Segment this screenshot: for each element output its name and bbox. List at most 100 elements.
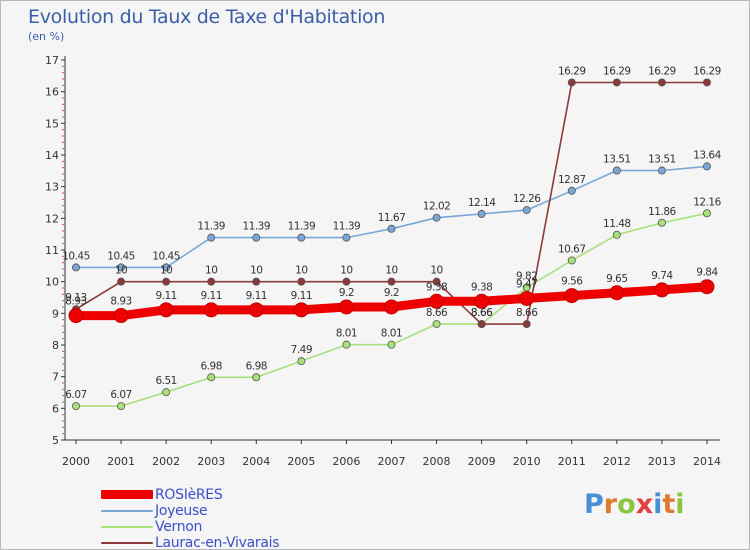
data-label: 9.38 xyxy=(471,281,492,293)
data-label: 9.11 xyxy=(155,290,176,302)
y-minor-tick xyxy=(62,255,64,257)
data-label: 11.67 xyxy=(378,212,406,224)
x-tick-label: 2009 xyxy=(468,455,496,468)
data-label: 7.49 xyxy=(291,344,312,356)
y-tick-label: 6 xyxy=(52,402,59,415)
legend-swatch-vernon xyxy=(101,526,153,528)
y-minor-tick xyxy=(62,338,64,340)
y-minor-tick xyxy=(62,388,64,390)
x-tick-label: 2003 xyxy=(197,455,225,468)
data-point xyxy=(432,277,441,286)
y-tick-label: 17 xyxy=(45,54,59,67)
y-tick-label: 14 xyxy=(45,149,59,162)
data-label: 10 xyxy=(160,265,172,277)
data-point xyxy=(609,285,625,301)
data-point xyxy=(477,209,486,218)
data-label: 6.07 xyxy=(110,389,131,401)
data-point xyxy=(113,308,129,324)
data-label: 9.47 xyxy=(516,278,537,290)
y-minor-tick xyxy=(62,287,64,289)
y-minor-tick xyxy=(62,205,64,207)
data-point xyxy=(522,206,531,215)
y-minor-tick xyxy=(62,262,64,264)
data-label: 8.66 xyxy=(516,307,538,319)
y-minor-tick xyxy=(62,420,64,422)
x-tick-label: 2004 xyxy=(242,455,270,468)
y-minor-tick xyxy=(62,433,64,435)
x-tick-label: 2014 xyxy=(693,455,721,468)
data-point xyxy=(657,218,666,227)
x-tick-label: 2008 xyxy=(423,455,451,468)
data-point xyxy=(252,277,261,286)
data-label: 10 xyxy=(385,265,397,277)
y-minor-tick xyxy=(62,198,64,200)
y-minor-tick xyxy=(62,236,64,238)
y-tick-label: 13 xyxy=(45,181,59,194)
data-point xyxy=(519,290,535,306)
data-point xyxy=(657,166,666,175)
data-label: 9.11 xyxy=(201,290,222,302)
data-label: 8.01 xyxy=(336,328,357,340)
data-label: 9.82 xyxy=(516,270,537,282)
data-label: 9.74 xyxy=(651,270,673,282)
y-minor-tick xyxy=(62,382,64,384)
x-tick-label: 2002 xyxy=(152,455,180,468)
data-label: 12.87 xyxy=(558,174,586,186)
data-label: 11.39 xyxy=(288,221,316,233)
y-tick-label: 15 xyxy=(45,117,59,130)
y-minor-tick xyxy=(62,369,64,371)
data-label: 6.51 xyxy=(155,375,176,387)
data-label: 8.66 xyxy=(426,307,448,319)
axes: 5 6 7 8 9 10 11 12 13 14 15 16 17 2000 2001 2002 2003 200… xyxy=(45,54,721,468)
y-minor-tick xyxy=(62,129,64,131)
data-label: 11.39 xyxy=(333,221,361,233)
data-point xyxy=(252,373,261,382)
y-minor-tick xyxy=(62,357,64,359)
data-label: 9.11 xyxy=(291,290,312,302)
y-minor-tick xyxy=(62,160,64,162)
data-point xyxy=(612,230,621,239)
y-minor-tick xyxy=(62,173,64,175)
data-point xyxy=(162,263,171,272)
data-point xyxy=(117,402,126,411)
y-tick-label: 16 xyxy=(45,86,59,99)
data-label: 10.45 xyxy=(152,250,180,262)
y-minor-tick xyxy=(62,268,64,270)
data-point xyxy=(699,279,715,295)
data-label: 9.56 xyxy=(561,276,583,288)
data-label: 9.2 xyxy=(384,287,399,299)
data-point xyxy=(702,78,711,87)
x-tick-label: 2013 xyxy=(648,455,676,468)
y-minor-tick xyxy=(62,363,64,365)
data-label: 8.93 xyxy=(110,296,131,308)
x-tick-label: 2005 xyxy=(287,455,315,468)
data-point xyxy=(387,340,396,349)
legend-swatch-laurac xyxy=(101,542,153,544)
logo-letter: P xyxy=(584,489,604,520)
data-point xyxy=(72,402,81,411)
logo-letter: t xyxy=(662,489,676,520)
x-tick-label: 2001 xyxy=(107,455,135,468)
y-minor-tick xyxy=(62,84,64,86)
data-label: 13.51 xyxy=(603,154,631,166)
y-minor-tick xyxy=(62,401,64,403)
data-label: 10 xyxy=(205,265,217,277)
data-label: 13.64 xyxy=(693,149,721,161)
legend-label-joyeuse: Joyeuse xyxy=(155,503,208,519)
y-minor-tick xyxy=(62,414,64,416)
logo-letter: i xyxy=(653,489,663,520)
data-point xyxy=(477,320,486,329)
y-minor-tick xyxy=(62,224,64,226)
y-minor-tick xyxy=(62,72,64,74)
data-label: 13.51 xyxy=(648,154,676,166)
data-point xyxy=(432,320,441,329)
data-point xyxy=(383,299,399,315)
data-label: 9.13 xyxy=(65,292,86,304)
series-points xyxy=(68,78,715,411)
data-label: 12.16 xyxy=(693,196,721,208)
data-label: 16.29 xyxy=(603,65,631,77)
data-label: 9.11 xyxy=(246,290,267,302)
y-minor-tick xyxy=(62,116,64,118)
